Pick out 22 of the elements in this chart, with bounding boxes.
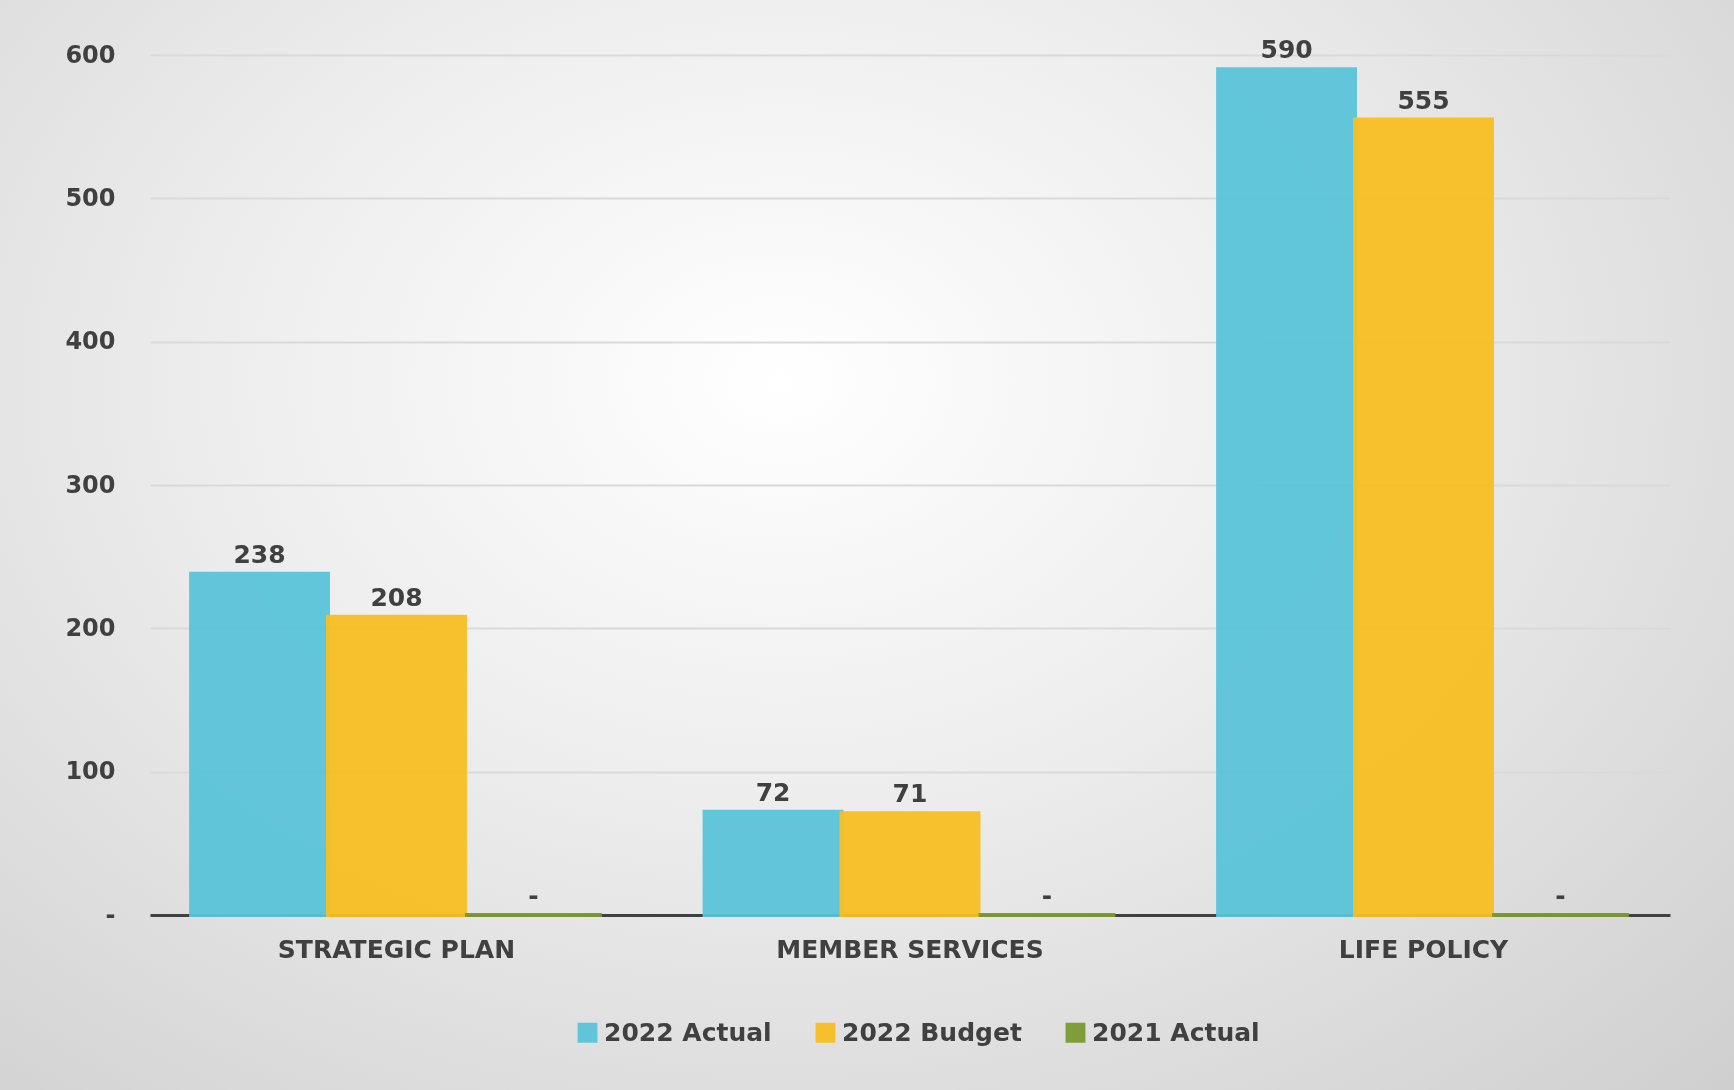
x-tick-label: MEMBER SERVICES <box>776 934 1044 964</box>
data-label: - <box>1041 881 1053 910</box>
data-label: - <box>528 881 539 910</box>
y-tick-label: 100 <box>65 757 116 786</box>
x-tick-label: STRATEGIC PLAN <box>277 934 516 964</box>
y-tick-label: 500 <box>65 183 116 212</box>
data-label: 208 <box>370 582 423 612</box>
data-label: 555 <box>1397 85 1450 115</box>
data-label: 238 <box>233 539 286 569</box>
y-tick-label: 200 <box>65 613 116 642</box>
x-tick-label: LIFE POLICY <box>1338 934 1510 964</box>
data-label: - <box>1555 881 1566 910</box>
data-label: 72 <box>755 777 791 807</box>
y-tick-label: 400 <box>65 327 116 356</box>
data-label: 71 <box>892 779 928 809</box>
legend-label: 2022 Budget <box>842 1017 1022 1047</box>
legend-label: 2022 Actual <box>604 1017 772 1047</box>
y-tick-label: 300 <box>65 470 116 499</box>
y-tick-label: 600 <box>65 40 116 69</box>
legend-label: 2021 Actual <box>1092 1017 1260 1047</box>
y-tick-label: - <box>105 900 116 929</box>
data-label: 590 <box>1260 35 1313 65</box>
